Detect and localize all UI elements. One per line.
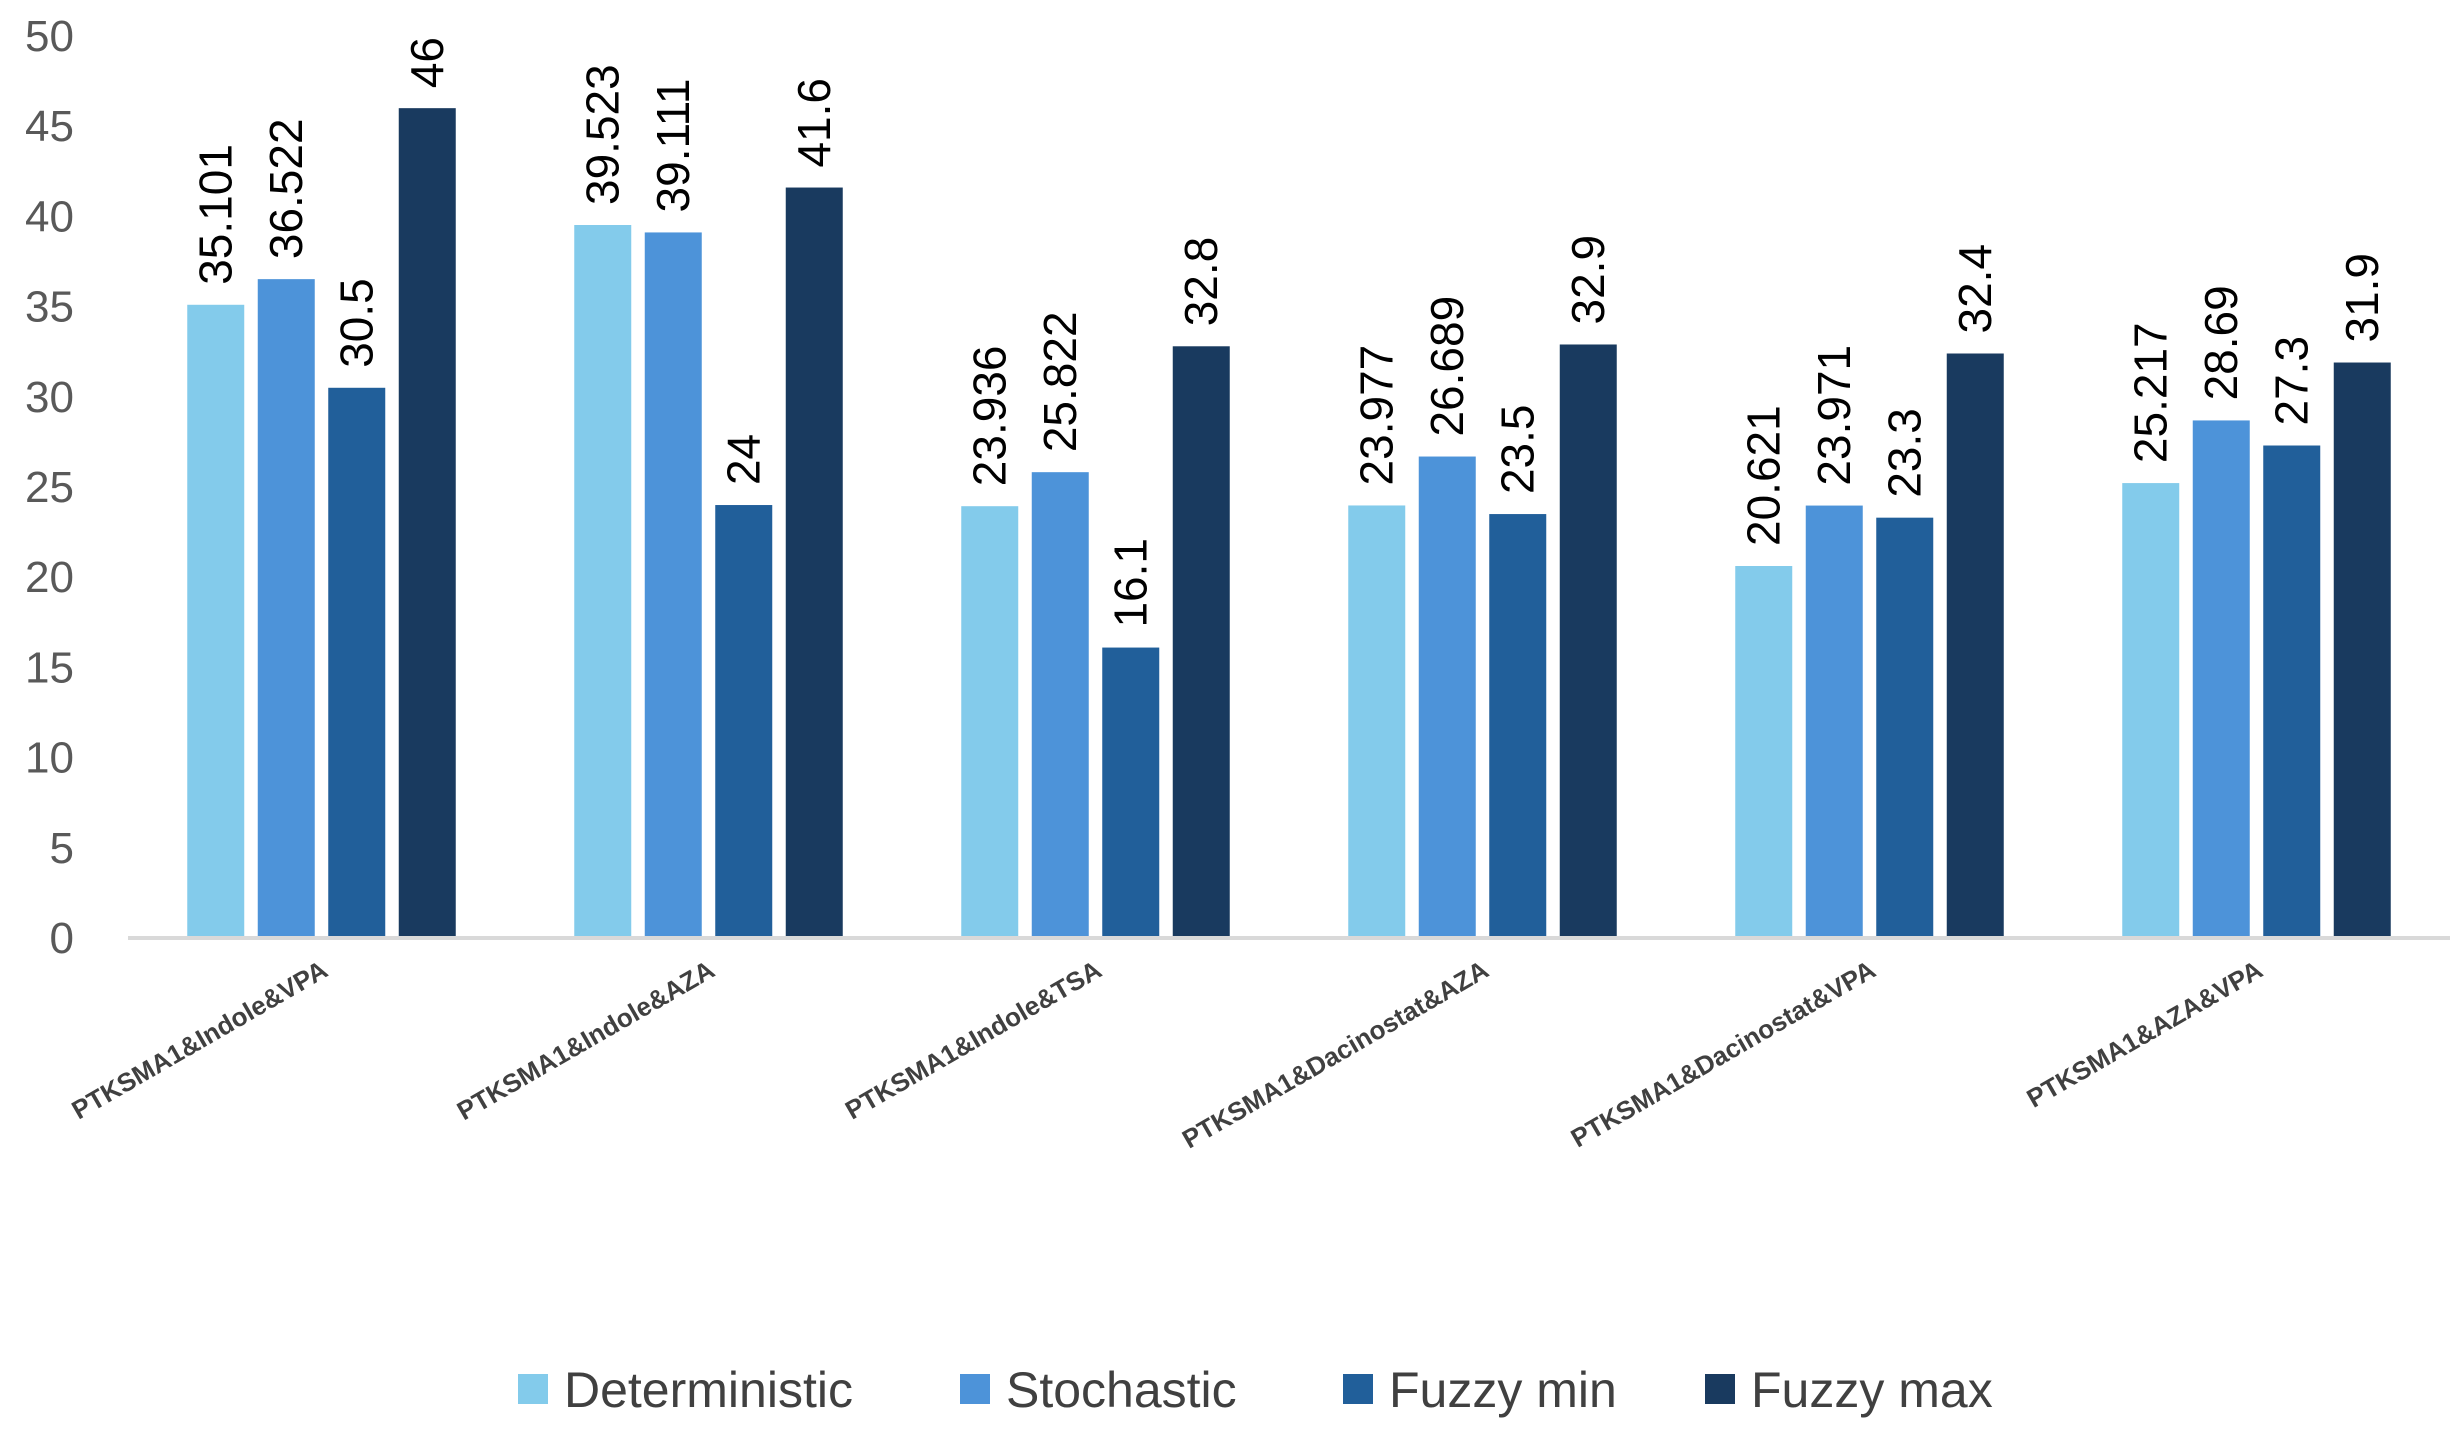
y-tick-label: 45 [25, 102, 74, 151]
data-label: 23.3 [1879, 408, 1931, 498]
data-label: 41.6 [788, 78, 840, 168]
data-label: 35.101 [190, 144, 242, 285]
bar [1348, 505, 1406, 938]
data-label: 25.217 [2125, 322, 2177, 463]
legend-swatch [960, 1374, 990, 1404]
bar [2333, 362, 2391, 938]
bar [1489, 514, 1547, 938]
category-label: PTKSMA1&Indole&AZA [452, 954, 720, 1126]
bar [2192, 420, 2250, 939]
data-label: 20.621 [1738, 405, 1790, 546]
data-label: 36.522 [260, 118, 312, 259]
data-label: 25.822 [1034, 311, 1086, 452]
data-label: 39.111 [647, 79, 699, 213]
bar [1172, 346, 1230, 939]
data-label: 46 [401, 37, 453, 88]
category-label: PTKSMA1&Dacinostat&AZA [1177, 954, 1494, 1154]
data-label: 23.5 [1492, 405, 1544, 495]
legend-label: Stochastic [1006, 1362, 1237, 1418]
legend-label: Deterministic [564, 1362, 853, 1418]
y-tick-label: 10 [25, 734, 74, 783]
legend-swatch [1343, 1374, 1373, 1404]
legend-swatch [1705, 1374, 1735, 1404]
bar [644, 232, 702, 938]
category-label: PTKSMA1&AZA&VPA [2021, 954, 2267, 1113]
legend: Deterministic Stochastic Fuzzy min Fuzzy ma… [518, 1362, 1993, 1418]
bar [1805, 505, 1863, 938]
y-tick-label: 15 [25, 643, 74, 692]
bar [1946, 353, 2004, 938]
bar [715, 505, 773, 938]
y-axis: 0 5 10 15 20 25 30 35 40 45 50 [25, 12, 74, 963]
bar [2263, 445, 2321, 938]
y-tick-label: 5 [50, 824, 74, 873]
bar [328, 387, 386, 938]
bar [1031, 472, 1089, 938]
bar [961, 506, 1019, 938]
bar [1735, 565, 1793, 938]
category-label: PTKSMA1&Dacinostat&VPA [1566, 954, 1881, 1153]
data-label: 16.1 [1105, 538, 1157, 628]
y-tick-label: 30 [25, 373, 74, 422]
y-tick-label: 20 [25, 553, 74, 602]
data-label: 31.9 [2336, 253, 2388, 343]
data-label: 39.523 [577, 64, 629, 205]
bar [1418, 456, 1476, 938]
bar [1102, 647, 1160, 938]
data-label: 27.3 [2266, 336, 2318, 426]
data-label: 32.9 [1562, 235, 1614, 325]
data-label: 32.4 [1949, 244, 2001, 334]
bar [257, 279, 315, 938]
data-label: 23.936 [964, 345, 1016, 486]
legend-label: Fuzzy min [1389, 1362, 1617, 1418]
y-tick-label: 35 [25, 283, 74, 332]
data-label: 30.5 [331, 278, 383, 368]
legend-label: Fuzzy max [1751, 1362, 1993, 1418]
data-label: 32.8 [1175, 237, 1227, 327]
category-labels: PTKSMA1&Indole&VPA PTKSMA1&Indole&AZA PTKS… [66, 954, 2267, 1154]
bar [2122, 483, 2180, 938]
legend-swatch [518, 1374, 548, 1404]
bar [574, 225, 632, 939]
data-label: 24 [718, 434, 770, 485]
y-tick-label: 40 [25, 192, 74, 241]
data-label: 23.977 [1351, 345, 1403, 486]
data-label: 23.971 [1808, 345, 1860, 486]
y-tick-label: 0 [50, 914, 74, 963]
y-tick-label: 25 [25, 463, 74, 512]
category-label: PTKSMA1&Indole&VPA [66, 954, 332, 1125]
bars: 35.101 36.522 30.5 46 39.523 39.111 24 41.6 23.9… [187, 37, 2391, 939]
bar [785, 187, 843, 938]
data-label: 28.69 [2195, 285, 2247, 400]
data-label: 26.689 [1421, 296, 1473, 437]
y-tick-label: 50 [25, 12, 74, 61]
bar [398, 108, 456, 938]
bar [1559, 344, 1617, 938]
category-label: PTKSMA1&Indole&TSA [840, 954, 1107, 1125]
bar [1876, 517, 1934, 938]
bar [187, 304, 245, 938]
